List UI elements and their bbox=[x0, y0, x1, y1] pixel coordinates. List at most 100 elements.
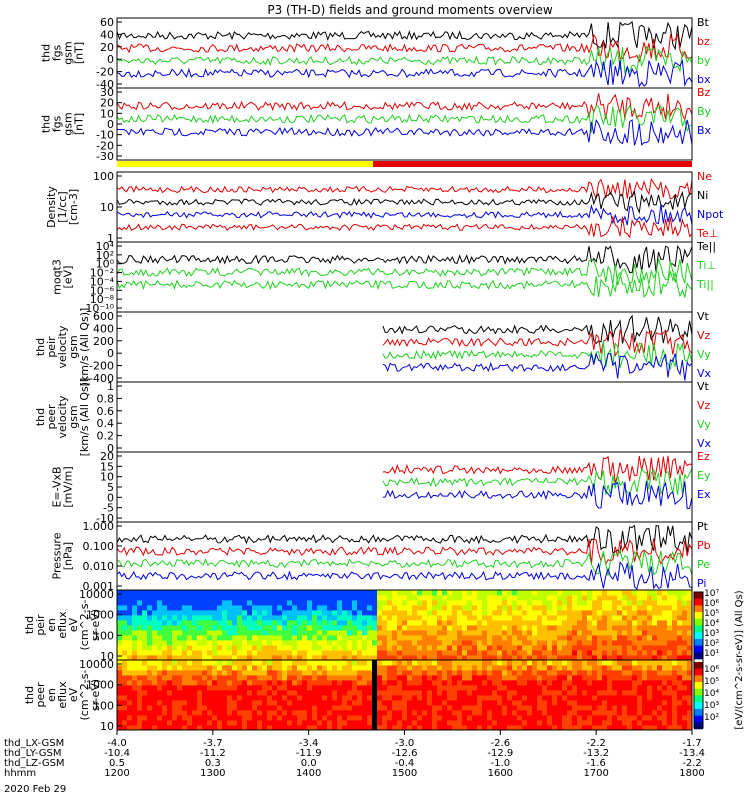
spectrogram-cell bbox=[577, 650, 583, 656]
spectrogram-cell bbox=[117, 710, 123, 716]
spectrogram-cell bbox=[317, 700, 323, 706]
spectrogram-cell bbox=[607, 625, 613, 631]
spectrogram-cell bbox=[627, 630, 633, 636]
spectrogram-cell bbox=[317, 725, 323, 731]
colorbar-cell-peer bbox=[694, 722, 703, 730]
spectrogram-cell bbox=[472, 590, 478, 596]
spectrogram-cell bbox=[607, 720, 613, 726]
spectrogram-cell bbox=[432, 705, 438, 711]
spectrogram-cell bbox=[347, 690, 353, 696]
spectrogram-cell bbox=[247, 695, 253, 701]
spectrogram-cell bbox=[212, 705, 218, 711]
spectrogram-cell bbox=[137, 715, 143, 721]
spectrogram-cell bbox=[642, 675, 648, 681]
spectrogram-cell bbox=[252, 690, 258, 696]
spectrogram-cell bbox=[127, 665, 133, 671]
spectrogram-cell bbox=[417, 635, 423, 641]
spectrogram-cell bbox=[282, 705, 288, 711]
spectrogram-cell bbox=[352, 625, 358, 631]
spectrogram-cell bbox=[132, 695, 138, 701]
spectrogram-cell bbox=[617, 615, 623, 621]
spectrogram-cell bbox=[517, 725, 523, 731]
spectrogram-cell bbox=[322, 675, 328, 681]
spectrogram-cell bbox=[282, 710, 288, 716]
spectrogram-cell bbox=[632, 725, 638, 731]
spectrogram-cell bbox=[357, 695, 363, 701]
spectrogram-cell bbox=[597, 645, 603, 651]
spectrogram-cell bbox=[587, 680, 593, 686]
spectrogram-cell bbox=[497, 680, 503, 686]
spectrogram-cell bbox=[662, 610, 668, 616]
spectrogram-cell bbox=[627, 660, 633, 666]
spectrogram-cell bbox=[612, 690, 618, 696]
spectrogram-cell bbox=[347, 675, 353, 681]
spectrogram-cell bbox=[617, 680, 623, 686]
legend-entry: by bbox=[697, 54, 711, 67]
spectrogram-cell bbox=[567, 715, 573, 721]
spectrogram-cell bbox=[132, 700, 138, 706]
spectrogram-cell bbox=[447, 720, 453, 726]
spectrogram-cell bbox=[347, 660, 353, 666]
spectrogram-cell bbox=[562, 715, 568, 721]
spectrogram-cell bbox=[627, 685, 633, 691]
spectrogram-cell bbox=[447, 670, 453, 676]
spectrogram-cell bbox=[477, 665, 483, 671]
spectrogram-cell bbox=[587, 600, 593, 606]
spectrogram-cell bbox=[632, 675, 638, 681]
spectrogram-cell bbox=[652, 590, 658, 596]
spectrogram-cell bbox=[432, 615, 438, 621]
spectrogram-cell bbox=[202, 700, 208, 706]
spectrogram-cell bbox=[472, 625, 478, 631]
spectrogram-cell bbox=[467, 595, 473, 601]
spectrogram-cell bbox=[412, 690, 418, 696]
spectrogram-cell bbox=[577, 670, 583, 676]
spectrogram-cell bbox=[357, 665, 363, 671]
spectrogram-cell bbox=[497, 660, 503, 666]
spectrogram-cell bbox=[287, 720, 293, 726]
spectrogram-cell bbox=[147, 685, 153, 691]
spectrogram-cell bbox=[462, 695, 468, 701]
y-tick-label: 1000 bbox=[86, 609, 114, 622]
spectrogram-cell bbox=[237, 715, 243, 721]
spectrogram-cell bbox=[577, 685, 583, 691]
spectrogram-cell bbox=[382, 630, 388, 636]
panel-frame bbox=[116, 451, 693, 523]
spectrogram-cell bbox=[197, 690, 203, 696]
spectrogram-cell bbox=[677, 715, 683, 721]
spectrogram-cell bbox=[332, 660, 338, 666]
spectrogram-cell bbox=[642, 670, 648, 676]
spectrogram-cell bbox=[482, 680, 488, 686]
spectrogram-cell bbox=[527, 605, 533, 611]
spectrogram-cell bbox=[582, 595, 588, 601]
spectrogram-cell bbox=[297, 655, 303, 661]
spectrogram-cell bbox=[507, 615, 513, 621]
spectrogram-cell bbox=[202, 720, 208, 726]
spectrogram-cell bbox=[422, 655, 428, 661]
spectrogram-cell bbox=[462, 645, 468, 651]
spectrogram-cell bbox=[357, 595, 363, 601]
spectrogram-cell bbox=[547, 660, 553, 666]
spectrogram-cell bbox=[632, 635, 638, 641]
x-tick-label: -1.6 bbox=[586, 758, 606, 769]
y-tick-label: 10⁻² bbox=[90, 267, 114, 280]
spectrogram-cell bbox=[517, 640, 523, 646]
spectrogram-cell bbox=[287, 640, 293, 646]
spectrogram-cell bbox=[127, 615, 133, 621]
spectrogram-cell bbox=[652, 645, 658, 651]
legend-entry: Ni bbox=[697, 189, 708, 202]
spectrogram-cell bbox=[257, 605, 263, 611]
spectrogram-cell bbox=[567, 685, 573, 691]
spectrogram-cell bbox=[212, 710, 218, 716]
spectrogram-cell bbox=[202, 620, 208, 626]
spectrogram-cell bbox=[152, 685, 158, 691]
panel-frame bbox=[116, 381, 693, 453]
spectrogram-cell bbox=[117, 675, 123, 681]
spectrogram-cell bbox=[197, 725, 203, 731]
spectrogram-cell bbox=[437, 655, 443, 661]
spectrogram-cell bbox=[497, 620, 503, 626]
spectrogram-cell bbox=[137, 605, 143, 611]
spectrogram-cell bbox=[397, 700, 403, 706]
spectrogram-cell bbox=[582, 590, 588, 596]
y-axis-label: velocity bbox=[56, 325, 69, 368]
spectrogram-cell bbox=[382, 590, 388, 596]
